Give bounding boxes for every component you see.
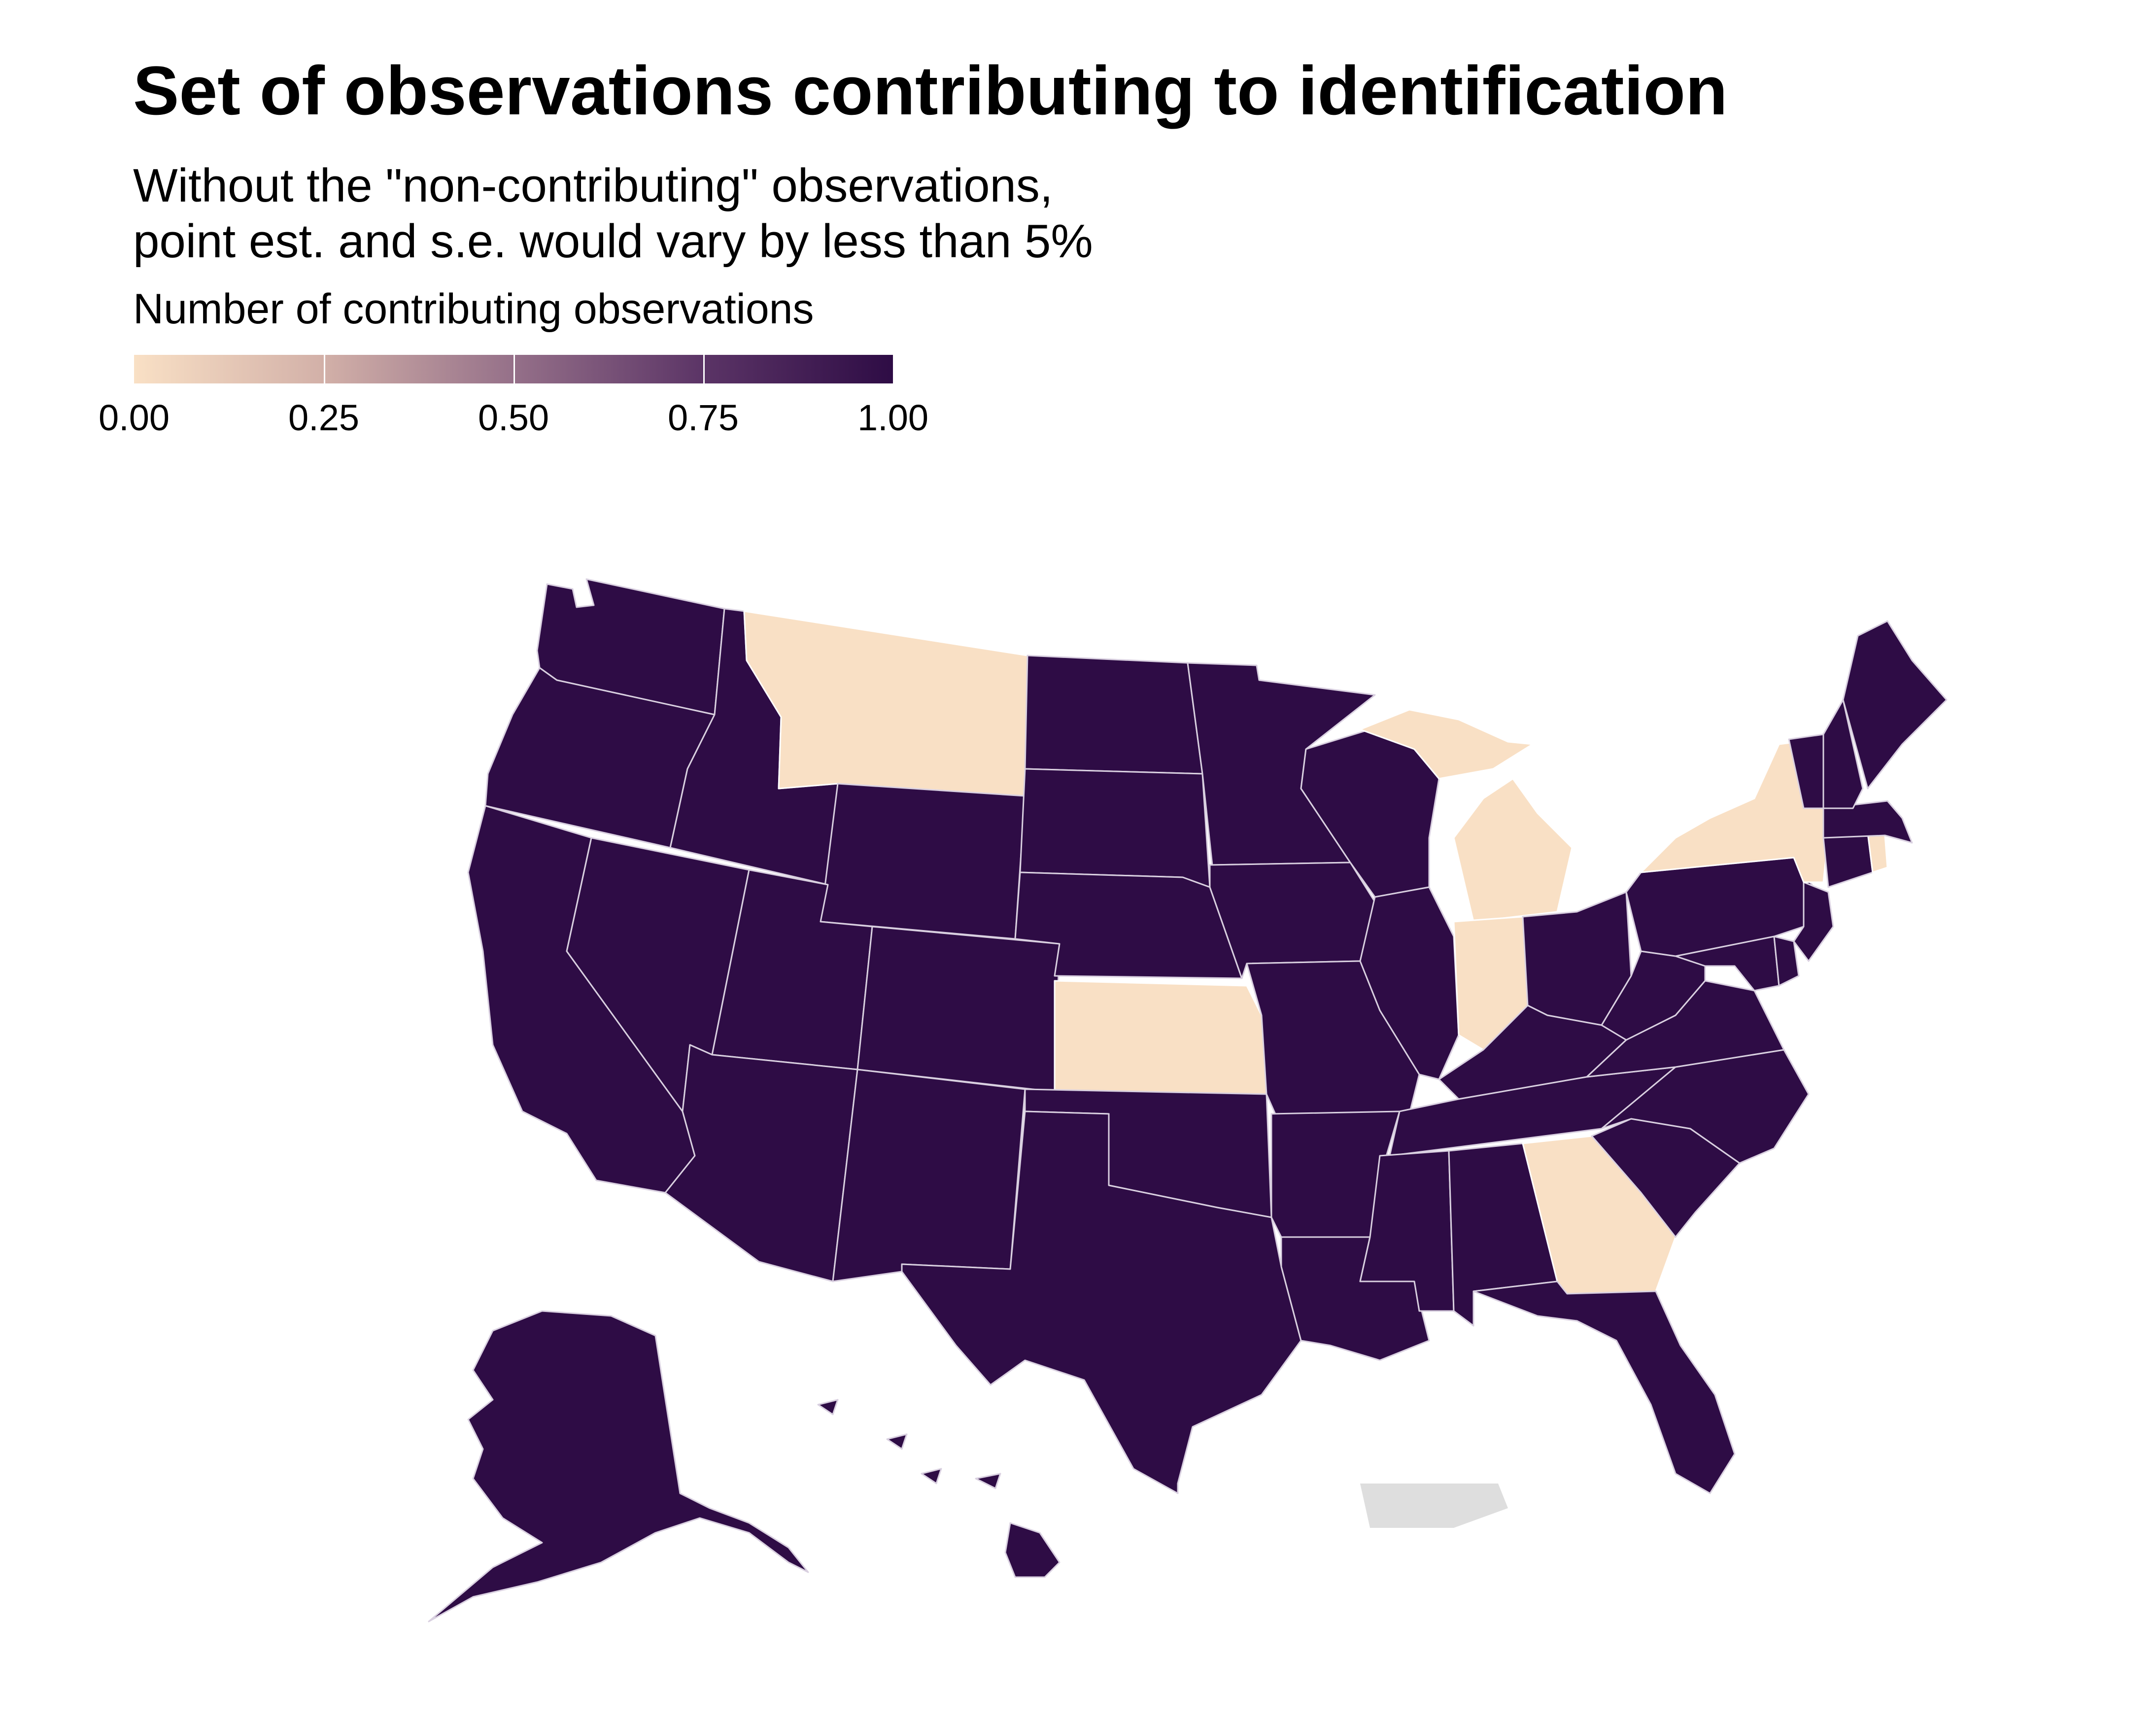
colorbar-tick-0.50 [513,355,515,383]
state-south-dakota [1019,768,1211,888]
legend-label-1.00: 1.00 [857,397,929,438]
state-connecticut [1822,832,1874,888]
state-florida [1472,1280,1736,1494]
legend-colorbar [134,355,893,383]
colorbar-tick-0.25 [324,355,325,383]
legend-label-0.00: 0.00 [98,397,170,438]
territory-puerto-rico [1360,1484,1508,1528]
state-alaska [428,1310,809,1622]
chart-title: Set of observations contributing to iden… [133,52,1728,129]
subtitle-line-1: Without the "non-contributing" observati… [133,159,1053,212]
legend-label-0.25: 0.25 [288,397,360,438]
state-texas [901,1110,1302,1494]
state-colorado [856,926,1061,1093]
state-maine [1842,620,1948,790]
state-shapes [428,578,1948,1622]
state-new-hampshire [1822,699,1864,809]
state-kansas [1054,980,1267,1095]
legend-label-0.75: 0.75 [667,397,739,438]
chart-subtitle: Without the "non-contributing" observati… [133,158,1093,270]
state-north-dakota [1024,655,1203,775]
state-arizona [664,1044,858,1282]
state-hawaii [817,1399,1061,1578]
state-new-mexico [832,1069,1026,1282]
state-montana [743,610,1028,797]
colorbar-tick-0.75 [703,355,705,383]
state-michigan [1359,709,1573,923]
state-wyoming [820,783,1026,940]
state-nebraska [1014,871,1243,979]
subtitle-line-2: point est. and s.e. would vary by less t… [133,215,1093,268]
legend-label-0.50: 0.50 [478,397,549,438]
legend-title: Number of contributing observations [133,285,814,333]
state-new-jersey [1793,881,1834,962]
state-massachusetts [1822,800,1913,844]
state-delaware [1773,935,1800,987]
